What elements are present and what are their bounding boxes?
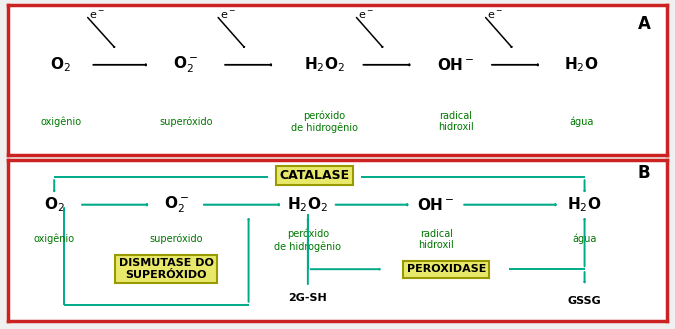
Text: peróxido
de hidrogênio: peróxido de hidrogênio	[274, 229, 342, 252]
Text: H$_2$O$_2$: H$_2$O$_2$	[304, 56, 345, 74]
Text: OH$^-$: OH$^-$	[417, 197, 455, 213]
Text: H$_2$O: H$_2$O	[564, 56, 599, 74]
Text: CATALASE: CATALASE	[279, 169, 350, 182]
Text: e$^-$: e$^-$	[219, 10, 236, 21]
Text: A: A	[638, 15, 651, 34]
Text: 2G-SH: 2G-SH	[288, 293, 327, 303]
Text: O$_2^-$: O$_2^-$	[173, 55, 198, 75]
Text: O$_2^-$: O$_2^-$	[163, 194, 188, 215]
Text: oxigênio: oxigênio	[40, 116, 82, 127]
Text: e$^-$: e$^-$	[487, 10, 503, 21]
Text: PEROXIDASE: PEROXIDASE	[406, 264, 486, 274]
Text: O$_2$: O$_2$	[51, 56, 71, 74]
Text: DISMUTASE DO
SUPERÓXIDO: DISMUTASE DO SUPERÓXIDO	[119, 258, 214, 280]
Text: radical
hidroxil: radical hidroxil	[418, 229, 454, 250]
Text: oxigênio: oxigênio	[34, 234, 75, 244]
Text: O$_2$: O$_2$	[44, 195, 65, 214]
Text: água: água	[569, 116, 593, 127]
Text: H$_2$O$_2$: H$_2$O$_2$	[288, 195, 328, 214]
Text: OH$^-$: OH$^-$	[437, 57, 475, 73]
Text: superóxido: superóxido	[159, 116, 213, 127]
Text: e$^-$: e$^-$	[358, 10, 374, 21]
Text: GSSG: GSSG	[568, 296, 601, 306]
Text: radical
hidroxil: radical hidroxil	[438, 111, 474, 133]
Text: superóxido: superóxido	[149, 234, 203, 244]
Text: B: B	[638, 164, 651, 182]
Text: e$^-$: e$^-$	[89, 10, 105, 21]
Text: peróxido
de hidrogênio: peróxido de hidrogênio	[291, 110, 358, 133]
Text: água: água	[572, 234, 597, 244]
Text: H$_2$O: H$_2$O	[568, 195, 601, 214]
